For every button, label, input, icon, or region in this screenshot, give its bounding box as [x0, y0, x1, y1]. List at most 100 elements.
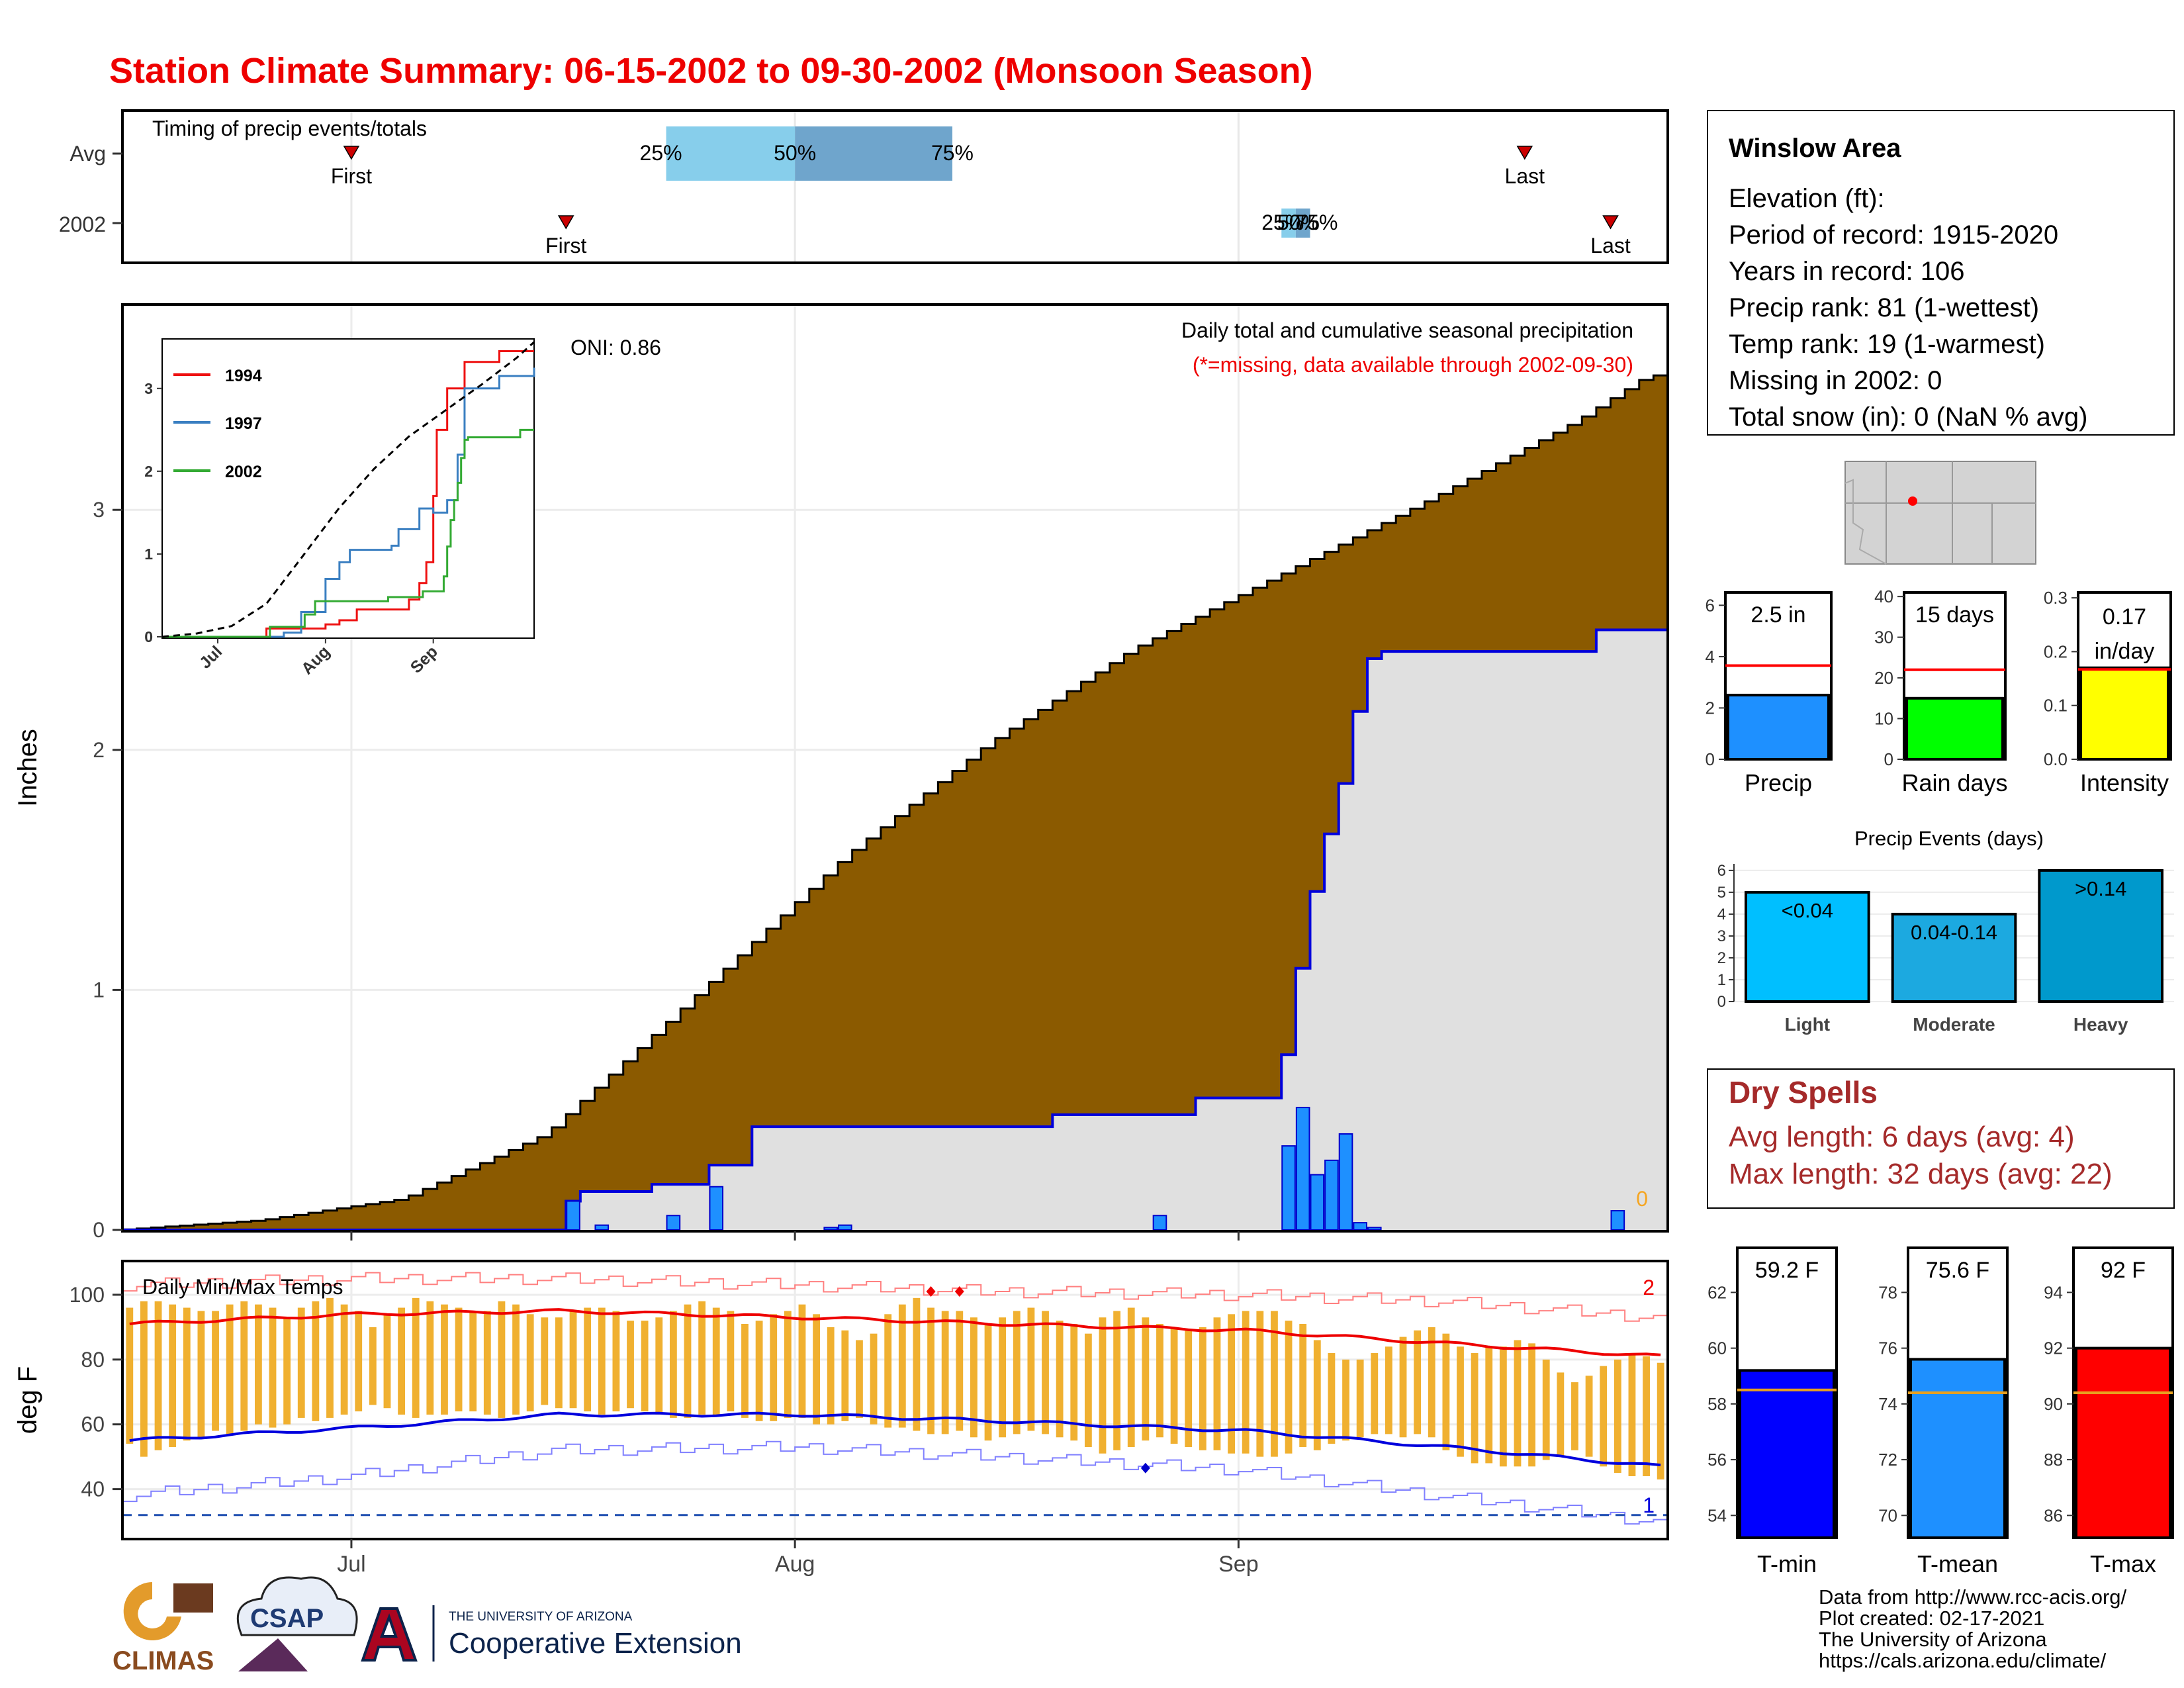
daily-temp-bar: [1127, 1307, 1135, 1447]
daily-temp-bar: [1027, 1307, 1035, 1431]
daily-temp-bar: [755, 1321, 763, 1421]
precip_total-xlabel: Precip: [1745, 769, 1812, 796]
dry-spells-box: Dry Spells Avg length: 6 days (avg: 4) M…: [1707, 1068, 2175, 1209]
q25-q50-band-2002: [1281, 209, 1296, 238]
tmean-ytick-label-2: 74: [1878, 1394, 1897, 1414]
daily-temp-bar: [1628, 1353, 1636, 1477]
events-bar-label-Heavy: >0.14: [2075, 877, 2126, 900]
daily-temp-bar: [612, 1311, 620, 1412]
climas-logo-text: CLIMAS: [113, 1646, 214, 1675]
daily-temp-bar: [1385, 1346, 1392, 1434]
daily-temp-bar: [770, 1314, 778, 1421]
daily-temp-bar: [1585, 1376, 1593, 1457]
daily-temp-bar: [598, 1307, 606, 1415]
daily-temp-bar: [898, 1304, 906, 1428]
csap-mountain-icon: [238, 1638, 308, 1671]
station-info-frame: [1707, 110, 2175, 436]
q25-label-Avg: 25%: [640, 141, 682, 165]
ua-a-icon: [361, 1607, 418, 1662]
tmean-value-label: 75.6 F: [1926, 1258, 1989, 1283]
normal-min-line: [129, 1411, 1661, 1467]
daily-temp-bar: [1514, 1340, 1522, 1467]
daily-temp-bar: [698, 1301, 706, 1415]
daily-temp-bar: [1342, 1359, 1349, 1441]
temp-xtick-label-Jul: Jul: [337, 1552, 365, 1577]
daily-temp-bar: [1557, 1372, 1565, 1457]
daily-temp-bar: [741, 1323, 749, 1418]
daily-temp-bar: [727, 1311, 735, 1412]
daily-temp-bar: [999, 1317, 1007, 1438]
station-elevation: Elevation (ft):: [1729, 184, 1885, 213]
locator-map: [1844, 461, 2036, 565]
daily-precip-bar: [709, 1186, 724, 1231]
tmean-ytick-label-0: 70: [1878, 1505, 1897, 1525]
station-precip-rank: Precip rank: 81 (1-wettest): [1729, 293, 2039, 322]
daily-temp-bar: [1442, 1333, 1450, 1450]
record-low-count: 1: [1643, 1493, 1655, 1517]
daily-temp-bar: [1499, 1346, 1507, 1467]
daily-temp-bar: [941, 1311, 949, 1434]
daily-temp-bar: [1199, 1327, 1206, 1450]
precip-annotation-missing: (*=missing, data available through 2002-…: [1193, 353, 1633, 377]
daily-temp-bar: [512, 1304, 520, 1415]
daily-temp-bar: [827, 1327, 835, 1425]
daily-precip-bar: [1610, 1209, 1625, 1231]
daily-temp-bar: [1542, 1359, 1550, 1460]
daily-temp-bar: [1457, 1346, 1464, 1457]
precip_total-value-label: 2.5 in: [1751, 602, 1805, 628]
inset-series-2002: [162, 428, 534, 638]
daily-temp-bar: [340, 1304, 348, 1415]
climas-logo-graphic: [123, 1582, 181, 1640]
events-category-Light: Light: [1785, 1014, 1830, 1035]
daily-temp-bar: [212, 1311, 219, 1431]
tmean-ytick-label-4: 78: [1878, 1282, 1897, 1302]
intensity-ytick-label-3: 0.3: [2044, 588, 2068, 608]
precip-panel-frame: [121, 303, 1669, 1233]
legend-label-1994: 1994: [225, 367, 262, 385]
daily-temp-bar: [283, 1317, 291, 1425]
daily-temp-bar: [398, 1307, 406, 1415]
daily-temp-bar: [1643, 1356, 1650, 1477]
daily-temp-bar: [1042, 1311, 1049, 1434]
temp-ytick-label-40: 40: [81, 1477, 105, 1501]
intensity-value-label-2: in/day: [2095, 639, 2155, 664]
dry-spells-title: Dry Spells: [1729, 1075, 1878, 1109]
map-az-outline: [1844, 479, 1887, 565]
daily-temp-bar: [669, 1311, 677, 1418]
daily-temp-bar: [483, 1311, 491, 1415]
rain_days-xlabel: Rain days: [1901, 769, 2007, 796]
daily-temp-bar: [1256, 1311, 1264, 1457]
events-ytick-label-2: 2: [1717, 949, 1726, 967]
daily-temp-bar: [956, 1311, 964, 1431]
daily-temp-bar: [1142, 1317, 1150, 1441]
tmin-ytick-label-1: 56: [1707, 1450, 1727, 1470]
tmin-xlabel: T-min: [1757, 1550, 1817, 1577]
tmean-ytick-label-1: 72: [1878, 1450, 1897, 1470]
daily-temp-bar: [469, 1311, 477, 1412]
precip-ytick-label-2: 2: [93, 738, 105, 762]
precip-ylabel: Inches: [13, 729, 42, 807]
daily-temp-bar: [1428, 1327, 1435, 1438]
daily-temp-bar: [297, 1307, 305, 1418]
coop-extension-text: Cooperative Extension: [449, 1627, 742, 1660]
record-high-marker-0: [926, 1286, 936, 1297]
daily-temp-bar: [1242, 1311, 1250, 1454]
intensity-ytick-label-0: 0.0: [2044, 749, 2068, 769]
temp-panel: 40 60 80 100 Jul Aug Sep Daily Min/Max Temps d…: [13, 1260, 1669, 1577]
inset-ytick-label-3: 3: [144, 380, 153, 397]
inset-ytick-label-1: 1: [144, 545, 153, 563]
tmin-ytick-label-2: 58: [1707, 1394, 1727, 1414]
temp-ytick-label-60: 60: [81, 1413, 105, 1436]
record-low-marker-0: [1140, 1462, 1150, 1474]
tmean-chart: 70 72 74 76 78 75.6 F T-mean: [1878, 1246, 2009, 1577]
q50-q75-band-2002: [1295, 209, 1310, 238]
ua-small-text: THE UNIVERSITY OF ARIZONA: [449, 1610, 633, 1624]
first-label-2002: First: [545, 234, 586, 258]
daily-temp-bar: [1571, 1382, 1578, 1450]
temp-ytick-label-80: 80: [81, 1348, 105, 1372]
daily-temp-bar: [1271, 1311, 1278, 1457]
daily-temp-bar: [312, 1301, 320, 1421]
precip-panel: 0 1 2 3 Inches Daily total and cumulative s…: [13, 303, 1669, 1242]
temp-title: Daily Min/Max Temps: [142, 1275, 343, 1299]
tmin-value-label: 59.2 F: [1755, 1258, 1819, 1283]
